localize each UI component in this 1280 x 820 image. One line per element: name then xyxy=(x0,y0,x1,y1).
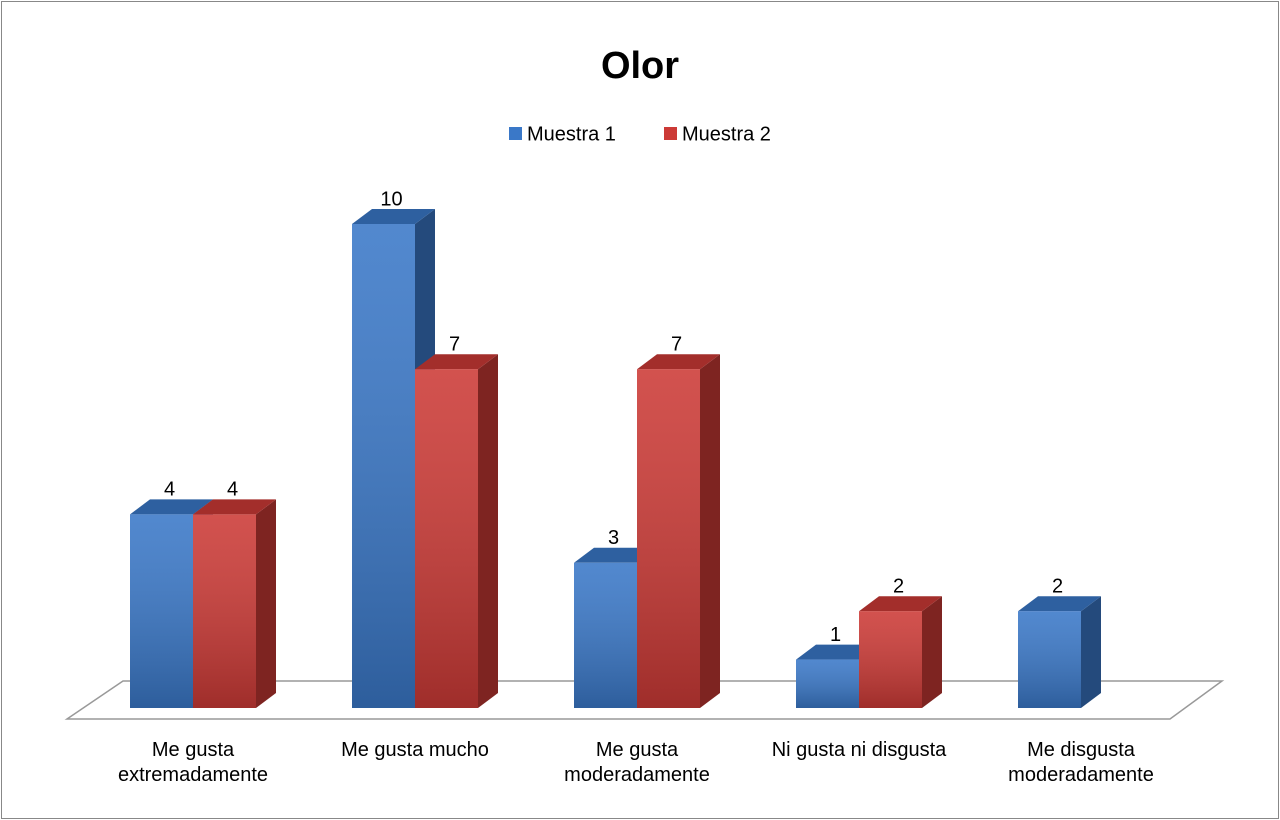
bar-top xyxy=(637,354,720,370)
bar xyxy=(130,499,213,708)
x-tick-label: Ni gusta ni disgusta xyxy=(771,739,947,761)
bar-front-shade xyxy=(859,611,922,708)
bar-front-shade xyxy=(796,659,859,708)
bar-side xyxy=(922,596,942,708)
bar-top xyxy=(415,354,498,370)
bar-front-shade xyxy=(637,369,700,708)
bar-side xyxy=(700,354,720,708)
chart-title: Olor xyxy=(601,45,679,87)
x-tick-label: Me gusta moderadamente xyxy=(564,739,710,786)
bar-front-shade xyxy=(193,514,256,708)
x-tick-label: Me gusta mucho xyxy=(341,739,489,761)
data-label: 3 xyxy=(608,527,619,549)
bar xyxy=(637,354,720,708)
bar-front-shade xyxy=(1018,611,1081,708)
data-label: 2 xyxy=(893,575,904,597)
data-label: 10 xyxy=(380,188,402,210)
legend-label: Muestra 1 xyxy=(527,123,616,145)
bar-front-shade xyxy=(130,514,193,708)
bar-side xyxy=(256,499,276,708)
bar-top xyxy=(859,596,942,612)
data-label: 1 xyxy=(830,624,841,646)
bar-side xyxy=(1081,596,1101,708)
bar-top xyxy=(1018,596,1101,612)
data-label: 2 xyxy=(1052,575,1063,597)
bar-side xyxy=(478,354,498,708)
data-label: 7 xyxy=(671,333,682,355)
x-tick-label: Me disgusta moderadamente xyxy=(1008,739,1154,786)
x-tick-label: Me gusta extremadamente xyxy=(117,739,269,786)
legend-swatch xyxy=(509,127,522,140)
bar-top xyxy=(130,499,213,515)
data-label: 4 xyxy=(164,479,175,501)
bar-top xyxy=(193,499,276,515)
bar-top xyxy=(574,547,657,563)
legend-swatch xyxy=(664,127,677,140)
bar-front-shade xyxy=(352,224,415,708)
bar-top xyxy=(352,209,435,224)
bar xyxy=(415,354,498,708)
data-label: 4 xyxy=(227,479,238,501)
bar-front-shade xyxy=(574,562,637,708)
bar xyxy=(193,499,276,708)
data-label: 7 xyxy=(449,333,460,355)
legend-label: Muestra 2 xyxy=(682,123,771,145)
bar xyxy=(1018,596,1101,708)
bar xyxy=(859,596,942,708)
bar-front-shade xyxy=(415,369,478,708)
bar-top xyxy=(796,644,879,660)
